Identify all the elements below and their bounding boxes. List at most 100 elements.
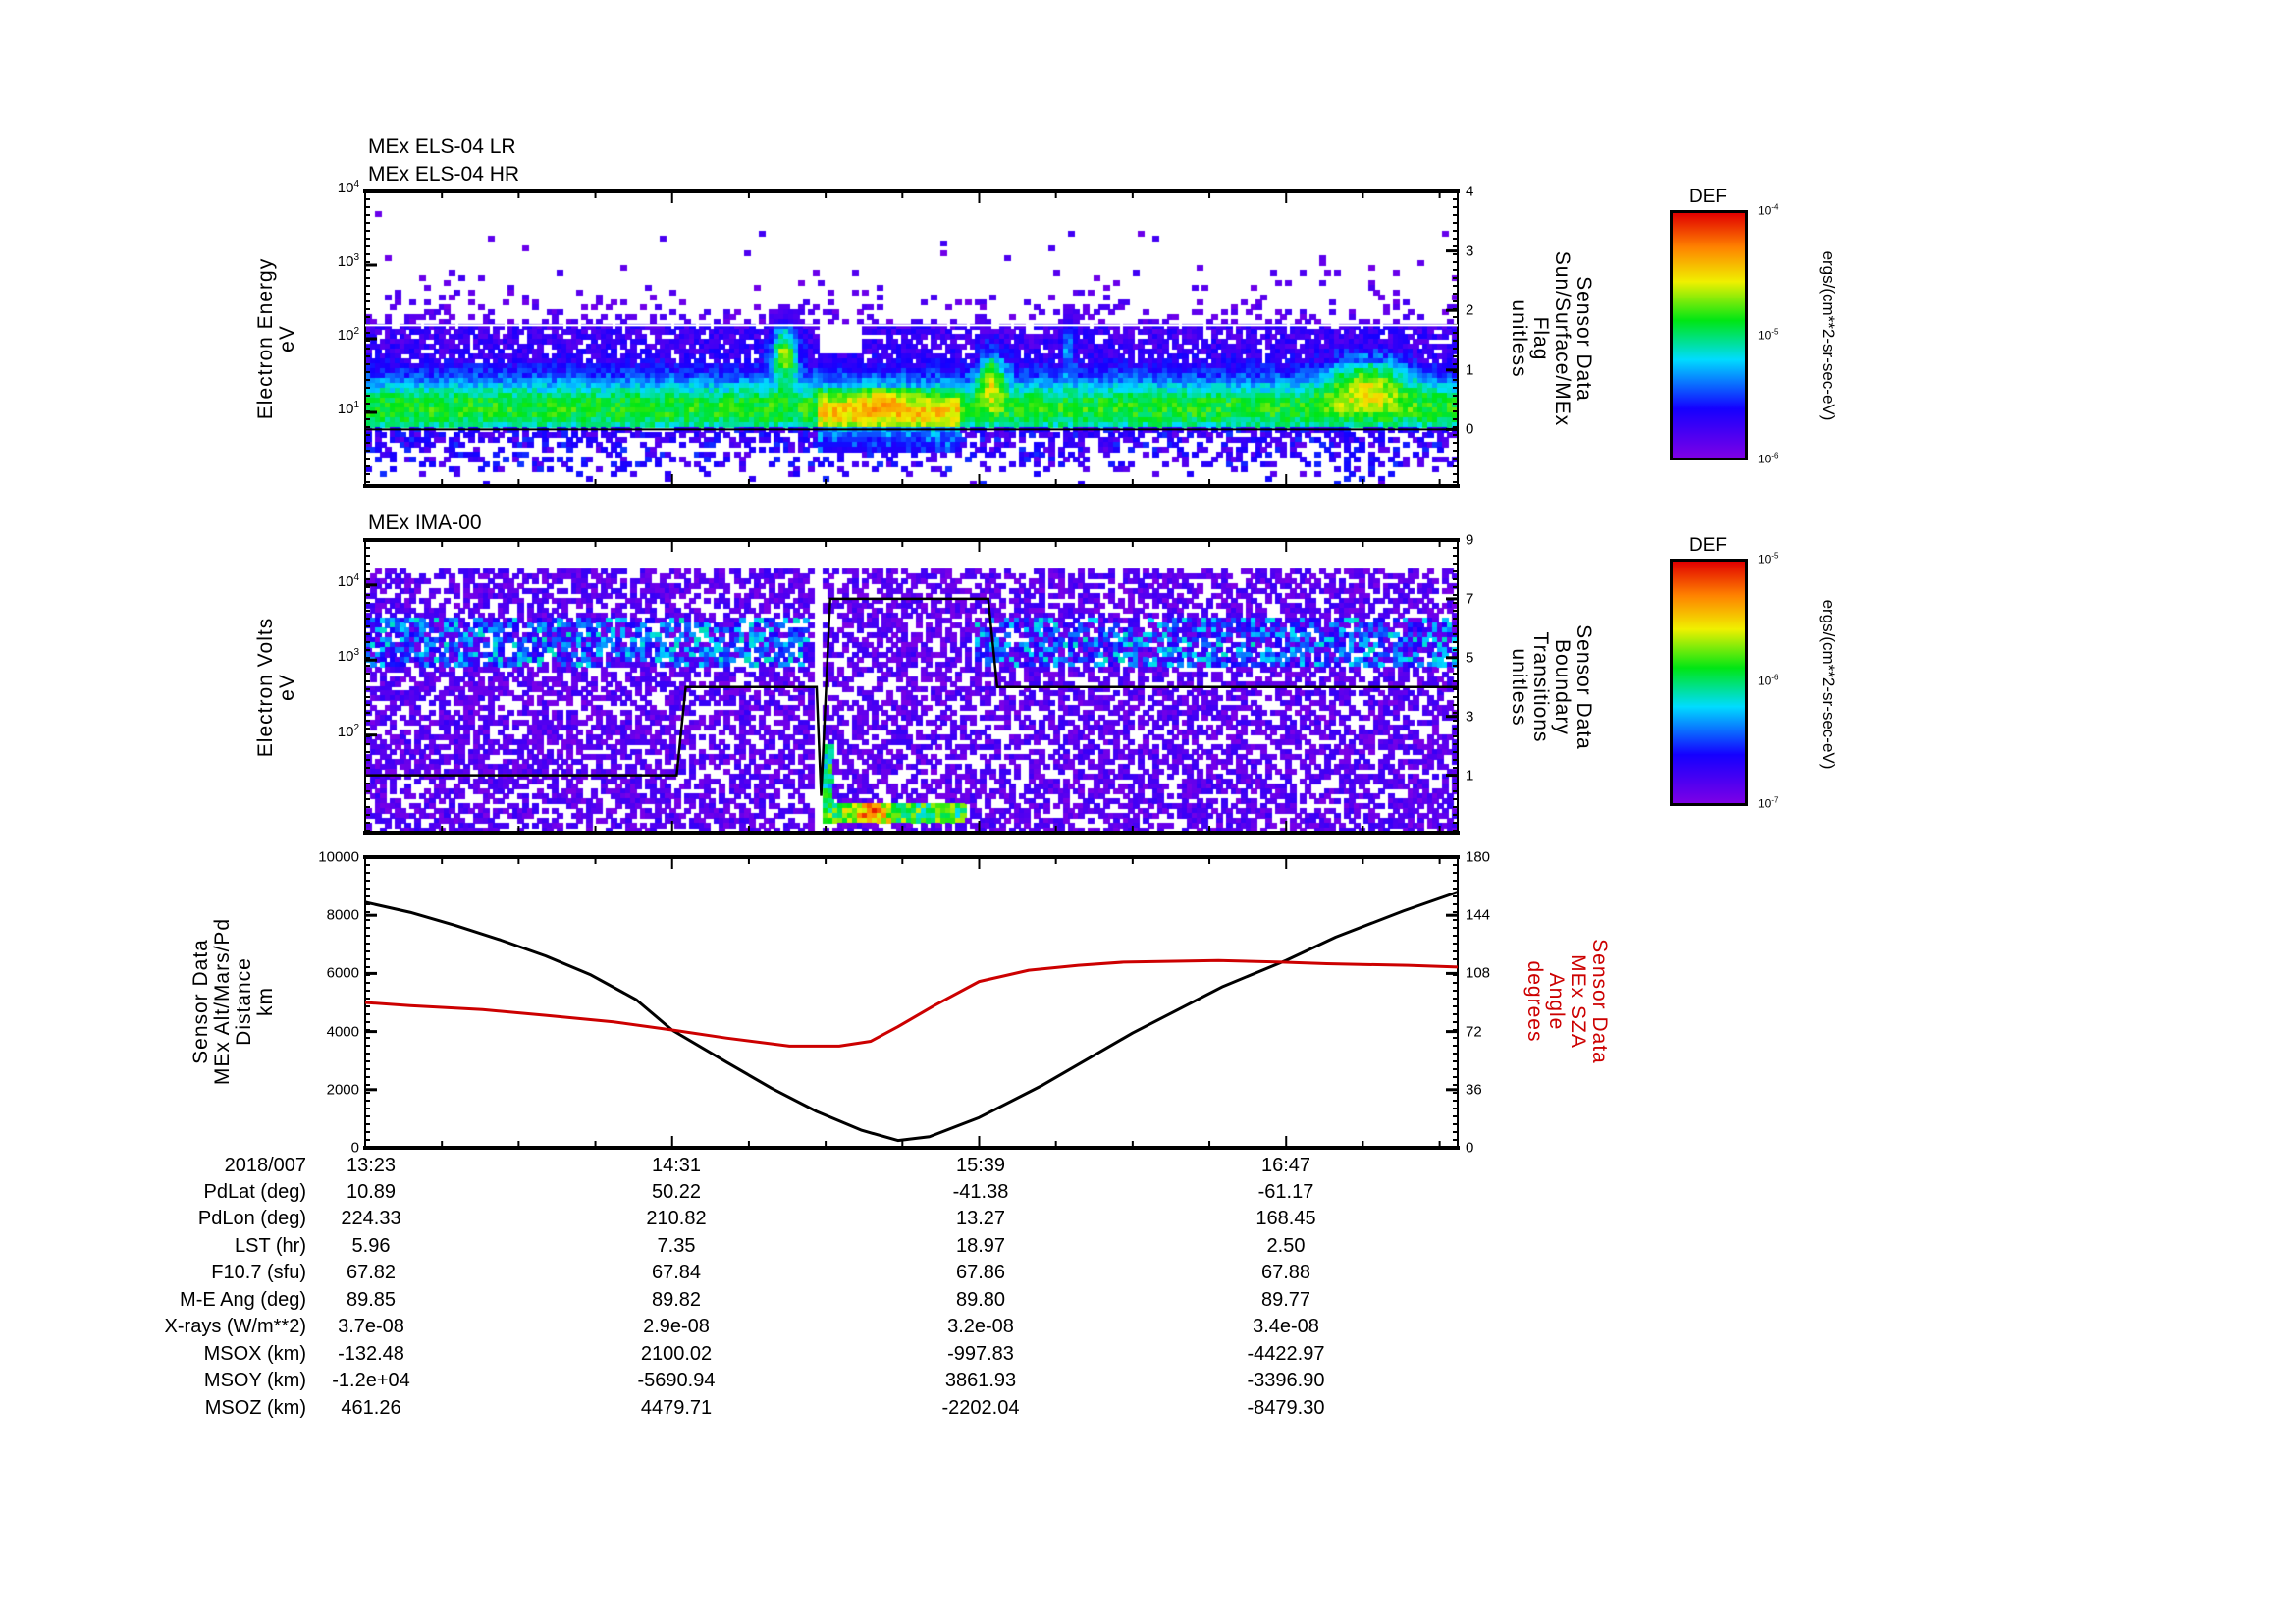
ephemeris-value: 5.96 — [351, 1235, 391, 1257]
ephemeris-value: 168.45 — [1255, 1208, 1316, 1229]
y-tick-label: 6000 — [326, 964, 359, 982]
panel1-ylabel: Electron Energy eV — [254, 258, 298, 419]
ephemeris-value: -41.38 — [952, 1181, 1009, 1203]
y-tick-label: 104 — [337, 179, 359, 196]
ephemeris-value: 67.82 — [346, 1262, 397, 1283]
y2label-unit: unitless — [1508, 648, 1530, 727]
y2-tick-label: 36 — [1466, 1081, 1482, 1099]
ephemeris-value: 67.86 — [955, 1262, 1006, 1283]
y2-tick-label: 0 — [1466, 1139, 1474, 1157]
y-tick-label: 104 — [337, 571, 359, 590]
altitude-line — [364, 891, 1459, 1143]
panel2-ylabel: Electron Volts eV — [254, 617, 298, 758]
colorbar1-tick-top: 10-4 — [1758, 202, 1779, 218]
ylabel-unit: eV — [276, 674, 298, 701]
ephemeris-value: -3396.90 — [1247, 1370, 1325, 1391]
y2-tick-label: 7 — [1466, 590, 1474, 608]
y2label-unit: degrees — [1523, 960, 1546, 1043]
y-tick-label: 102 — [337, 326, 359, 344]
ephemeris-row-label: M-E Ang (deg) — [180, 1289, 306, 1311]
y-tick-label: 102 — [337, 722, 359, 740]
colorbar2-tick-mid: 10-6 — [1758, 673, 1779, 688]
ylabel-unit: km — [254, 987, 277, 1017]
colorbar1-tick-bottom: 10-6 — [1758, 451, 1779, 466]
ylabel-line: Electron Volts — [254, 617, 277, 758]
ephemeris-value: 10.89 — [346, 1181, 397, 1203]
colorbar-1 — [1670, 210, 1748, 460]
boundary-transition-line — [365, 597, 1458, 796]
panel2-title: MEx IMA-00 — [368, 512, 482, 534]
ephemeris-value: 67.88 — [1260, 1262, 1311, 1283]
colorbar2-tick-top: 10-5 — [1758, 551, 1779, 567]
ephemeris-value: -8479.30 — [1247, 1397, 1325, 1419]
panel3-frame — [364, 856, 1459, 1149]
y2label-line: Sensor Data — [1573, 276, 1595, 402]
ephemeris-row-msoz: MSOZ (km) 461.26 4479.71 -2202.04 -8479.… — [0, 1397, 1374, 1424]
time-tick-label: 15:39 — [955, 1155, 1006, 1176]
y2-tick-label: 0 — [1466, 420, 1474, 438]
time-tick-label: 16:47 — [1260, 1155, 1311, 1176]
colorbar1-unit: ergs/(cm**2-sr-sec-eV) — [1819, 250, 1838, 421]
ylabel-unit: eV — [276, 325, 298, 352]
ephemeris-value: 2.50 — [1266, 1235, 1306, 1257]
y2-tick-label: 72 — [1466, 1023, 1482, 1041]
ephemeris-value: 3861.93 — [944, 1370, 1017, 1391]
time-tick-label: 14:31 — [651, 1155, 702, 1176]
time-tick-label: 13:23 — [346, 1155, 397, 1176]
date-label: 2018/007 — [224, 1155, 306, 1176]
y2label-line: Flag — [1529, 316, 1552, 361]
y2-tick-label: 5 — [1466, 649, 1474, 667]
ephemeris-value: 89.80 — [955, 1289, 1006, 1311]
ephemeris-value: 13.27 — [955, 1208, 1006, 1229]
y-tick-label: 4000 — [326, 1023, 359, 1041]
y2-tick-label: 2 — [1466, 301, 1474, 319]
y-tick-label: 103 — [337, 647, 359, 666]
ephemeris-row-msoy: MSOY (km) -1.2e+04 -5690.94 3861.93 -339… — [0, 1370, 1374, 1396]
els-spectrogram — [365, 191, 1458, 486]
y2label-line: Boundary — [1551, 639, 1574, 735]
ephemeris-value: 89.77 — [1260, 1289, 1311, 1311]
ephemeris-value: -2202.04 — [941, 1397, 1020, 1419]
y2-tick-label: 1 — [1466, 767, 1474, 784]
ephemeris-row-label: F10.7 (sfu) — [211, 1262, 306, 1283]
ephemeris-value: 210.82 — [646, 1208, 707, 1229]
y2label-unit: unitless — [1508, 299, 1530, 378]
ephemeris-value: 4479.71 — [640, 1397, 713, 1419]
colorbar2-tick-bottom: 10-7 — [1758, 795, 1779, 811]
ylabel-line: MEx Alt/Mars/Pd — [211, 917, 234, 1086]
ylabel-line: Distance — [233, 957, 255, 1046]
ephemeris-value: 7.35 — [657, 1235, 696, 1257]
y2-tick-label: 4 — [1466, 183, 1474, 200]
ephemeris-value: 67.84 — [651, 1262, 702, 1283]
ephemeris-value: -61.17 — [1257, 1181, 1314, 1203]
ephemeris-row-label: PdLon (deg) — [197, 1208, 306, 1229]
ephemeris-row-label: PdLat (deg) — [203, 1181, 306, 1203]
y2-tick-label: 144 — [1466, 906, 1491, 924]
panel1-title-lr: MEx ELS-04 LR — [368, 135, 516, 158]
ephemeris-row-me-ang: M-E Ang (deg) 89.85 89.82 89.80 89.77 — [0, 1289, 1374, 1316]
y2-tick-label: 1 — [1466, 361, 1474, 379]
y-tick-label: 8000 — [326, 906, 359, 924]
colorbar2-title: DEF — [1689, 535, 1727, 556]
panel1-title-hr: MEx ELS-04 HR — [368, 163, 520, 186]
panel1-y2label: Sensor Data Sun/Surface/MEx Flag unitles… — [1508, 251, 1595, 426]
ephemeris-value: -997.83 — [947, 1343, 1014, 1365]
ephemeris-row-label: MSOZ (km) — [204, 1397, 306, 1419]
ephemeris-value: 3.4e-08 — [1253, 1316, 1319, 1337]
panel2-y2label: Sensor Data Boundary Transitions unitles… — [1508, 624, 1595, 750]
y2label-line: MEx SZA — [1567, 954, 1589, 1049]
panel3-y2label: Sensor Data MEx SZA Angle degrees — [1523, 939, 1611, 1064]
ephemeris-row-msox: MSOX (km) -132.48 2100.02 -997.83 -4422.… — [0, 1343, 1374, 1370]
y2label-line: Transitions — [1529, 631, 1552, 743]
colorbar-2 — [1670, 559, 1748, 806]
ephemeris-value: 2.9e-08 — [643, 1316, 710, 1337]
ylabel-line: Sensor Data — [189, 939, 212, 1064]
ephemeris-value: 224.33 — [341, 1208, 401, 1229]
y2-tick-label: 108 — [1466, 964, 1491, 982]
ephemeris-row-label: LST (hr) — [235, 1235, 306, 1257]
colorbar1-title: DEF — [1689, 187, 1727, 207]
ephemeris-row-pdlat: PdLat (deg) 10.89 50.22 -41.38 -61.17 — [0, 1181, 1374, 1208]
ephemeris-row-lst: LST (hr) 5.96 7.35 18.97 2.50 — [0, 1235, 1374, 1262]
ephemeris-value: 3.7e-08 — [338, 1316, 404, 1337]
